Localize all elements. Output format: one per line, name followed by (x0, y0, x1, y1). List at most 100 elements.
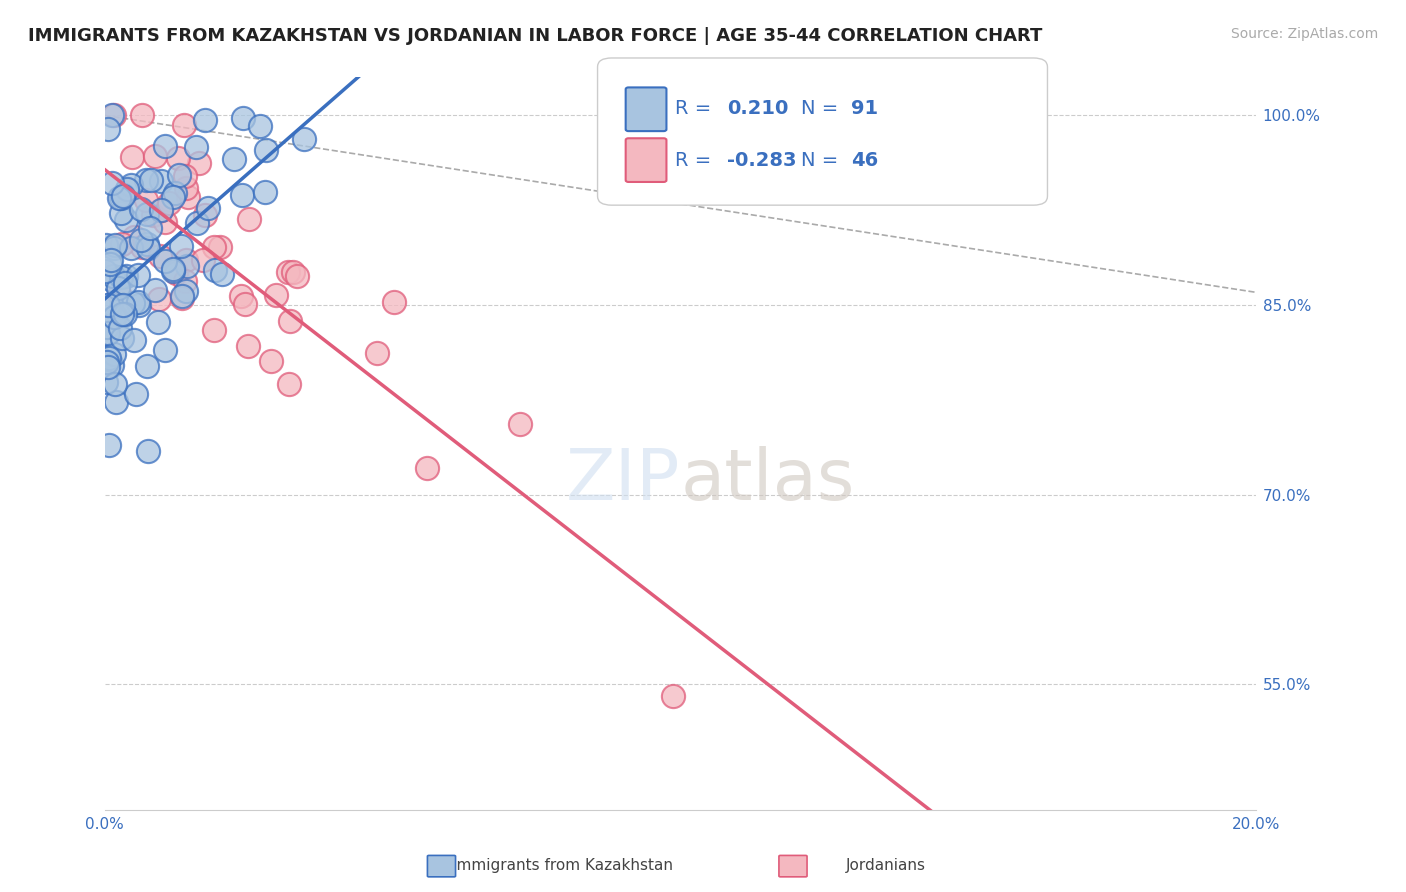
Point (232, 112, 254, 126)
Point (97, 326, 120, 340)
Point (121, 150, 143, 164)
Point (162, 262, 184, 277)
Point (169, 168, 191, 182)
Point (153, 343, 176, 357)
Text: Immigrants from Kazakhstan: Immigrants from Kazakhstan (451, 858, 673, 872)
Point (96, 326, 118, 341)
Point (94, 238, 117, 252)
Point (97, 351, 120, 366)
Text: N =: N = (801, 99, 838, 119)
Point (222, 152, 245, 166)
Point (229, 289, 252, 303)
Point (114, 306, 136, 320)
Point (278, 376, 301, 391)
Point (100, 297, 122, 311)
Point (173, 169, 195, 183)
Point (143, 283, 166, 297)
Point (131, 240, 153, 254)
Point (96, 355, 118, 369)
Point (127, 294, 149, 309)
Point (110, 205, 132, 219)
Point (254, 185, 277, 199)
Point (173, 119, 195, 133)
Text: -0.283: -0.283 (727, 151, 796, 170)
Point (135, 207, 157, 221)
Point (103, 108, 125, 122)
Text: 91: 91 (851, 99, 877, 119)
Point (174, 284, 197, 298)
Point (103, 241, 125, 255)
Point (111, 237, 134, 252)
Point (125, 387, 148, 401)
Point (129, 233, 152, 247)
Point (172, 289, 194, 303)
Point (149, 202, 172, 217)
Point (96, 375, 118, 389)
Point (176, 181, 198, 195)
Point (108, 191, 131, 205)
Point (103, 347, 125, 361)
Text: 46: 46 (851, 151, 877, 170)
Point (157, 196, 180, 211)
Point (202, 323, 225, 337)
Point (110, 270, 132, 285)
Point (127, 268, 149, 283)
Point (194, 208, 217, 222)
Point (162, 190, 184, 204)
Point (97, 359, 120, 374)
Point (100, 252, 122, 267)
Point (112, 189, 135, 203)
Point (211, 267, 233, 281)
Point (204, 263, 226, 277)
Point (115, 213, 138, 227)
Point (94, 264, 117, 278)
Point (249, 119, 271, 133)
Point (120, 241, 142, 255)
Point (150, 174, 173, 188)
Point (148, 293, 170, 307)
Point (260, 353, 283, 368)
Point (382, 294, 405, 309)
Point (104, 238, 127, 252)
Point (162, 264, 184, 278)
Point (111, 187, 134, 202)
Point (236, 338, 259, 352)
Point (120, 178, 142, 192)
Point (153, 254, 176, 268)
Text: Source: ZipAtlas.com: Source: ZipAtlas.com (1230, 27, 1378, 41)
Point (186, 140, 208, 154)
Point (150, 203, 173, 218)
Text: atlas: atlas (681, 446, 855, 515)
Point (100, 273, 122, 287)
Point (128, 298, 150, 312)
Point (98, 257, 121, 271)
Point (155, 138, 177, 153)
Point (103, 269, 125, 284)
Point (292, 132, 315, 146)
Point (136, 359, 159, 373)
Point (104, 395, 127, 409)
Text: Jordanians: Jordanians (846, 858, 925, 872)
Point (238, 212, 260, 227)
Point (191, 252, 214, 267)
Point (117, 182, 139, 196)
Point (96, 319, 118, 334)
Point (176, 259, 198, 273)
Point (177, 189, 200, 203)
Point (278, 314, 301, 328)
Point (136, 444, 159, 458)
Point (122, 333, 145, 347)
Point (277, 265, 299, 279)
Point (141, 173, 163, 187)
Point (174, 253, 197, 268)
Text: 0.210: 0.210 (727, 99, 789, 119)
Text: ZIP: ZIP (565, 446, 681, 515)
Point (129, 202, 152, 217)
Point (131, 108, 153, 122)
Point (143, 149, 166, 163)
Point (108, 321, 131, 335)
Point (107, 286, 129, 301)
Point (100, 176, 122, 190)
Point (662, 690, 685, 704)
Point (197, 201, 219, 215)
